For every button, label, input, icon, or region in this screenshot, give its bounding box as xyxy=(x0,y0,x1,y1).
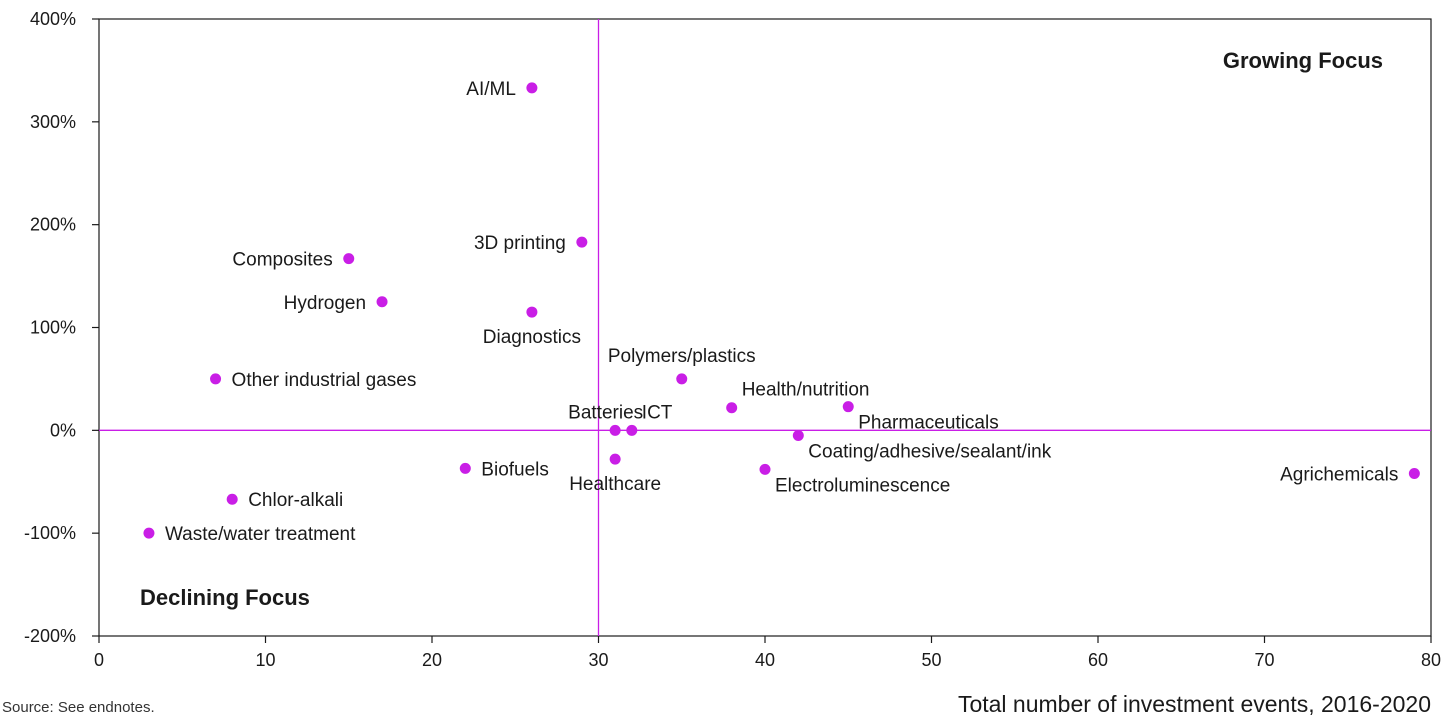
data-point xyxy=(609,424,621,436)
data-point xyxy=(726,402,738,414)
point-label: Composites xyxy=(232,250,332,271)
point-label: Electroluminescence xyxy=(775,475,950,496)
point-label: Pharmaceuticals xyxy=(858,413,998,434)
point-label: Coating/adhesive/sealant/ink xyxy=(808,441,1051,462)
point-label: Health/nutrition xyxy=(742,380,870,401)
data-point xyxy=(676,373,688,385)
x-tick-label: 50 xyxy=(921,650,941,670)
point-label: Healthcare xyxy=(569,474,661,495)
data-point xyxy=(526,306,538,318)
point-label: Polymers/plastics xyxy=(608,346,756,367)
data-point xyxy=(626,424,638,436)
point-label: Batteries xyxy=(568,402,643,423)
data-point xyxy=(1408,468,1420,480)
y-tick-label: 200% xyxy=(30,215,76,235)
point-labels: AI/ML 3D printing Composites Hydrogen Diagno… xyxy=(165,79,1398,545)
point-label: Other industrial gases xyxy=(232,370,417,391)
axes: -200% -100% 0% 100% 200% 300% 400% 0 10 20 30 40 50 6… xyxy=(24,9,1441,670)
point-label: AI/ML xyxy=(466,79,516,100)
point-label: Chlor-alkali xyxy=(248,490,343,511)
y-tick-label: -200% xyxy=(24,626,76,646)
y-tick-label: 0% xyxy=(50,420,76,440)
point-label: 3D printing xyxy=(474,233,566,254)
x-tick-label: 40 xyxy=(755,650,775,670)
x-tick-label: 10 xyxy=(255,650,275,670)
x-tick-label: 30 xyxy=(588,650,608,670)
data-point xyxy=(792,429,804,441)
quadrant-label-declining: Declining Focus xyxy=(140,585,310,610)
data-point xyxy=(759,463,771,475)
y-tick-label: 100% xyxy=(30,318,76,338)
data-points xyxy=(143,82,1420,539)
y-tick-label: 400% xyxy=(30,9,76,29)
source-note: Source: See endnotes. xyxy=(2,699,155,716)
x-tick-label: 60 xyxy=(1088,650,1108,670)
x-tick-label: 80 xyxy=(1421,650,1441,670)
point-label: Diagnostics xyxy=(483,327,581,348)
data-point xyxy=(576,236,588,248)
y-tick-label: 300% xyxy=(30,112,76,132)
data-point xyxy=(526,82,538,94)
reference-lines xyxy=(99,19,1431,636)
point-label: Biofuels xyxy=(481,459,549,480)
data-point xyxy=(343,253,355,265)
data-point xyxy=(609,453,621,465)
point-label: Hydrogen xyxy=(284,293,366,314)
x-tick-label: 20 xyxy=(422,650,442,670)
point-label: ICT xyxy=(642,402,673,423)
data-point xyxy=(226,493,238,505)
data-point xyxy=(143,527,155,539)
x-axis-title: Total number of investment events, 2016-… xyxy=(958,691,1431,717)
data-point xyxy=(842,401,854,413)
point-label: Waste/water treatment xyxy=(165,524,356,545)
point-label: Agrichemicals xyxy=(1280,465,1398,486)
data-point xyxy=(459,462,471,474)
data-point xyxy=(210,373,222,385)
y-tick-label: -100% xyxy=(24,523,76,543)
quadrant-label-growing: Growing Focus xyxy=(1223,48,1383,73)
x-tick-label: 0 xyxy=(94,650,104,670)
x-tick-label: 70 xyxy=(1254,650,1274,670)
data-point xyxy=(376,296,388,308)
